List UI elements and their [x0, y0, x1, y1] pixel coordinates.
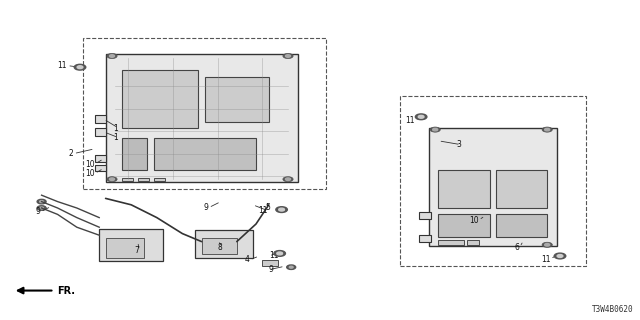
Text: 10: 10 [469, 216, 479, 225]
Text: 11: 11 [405, 116, 415, 124]
Circle shape [419, 116, 424, 118]
FancyBboxPatch shape [429, 128, 557, 246]
Circle shape [545, 128, 550, 131]
Bar [106, 238, 144, 258]
Circle shape [107, 53, 117, 59]
Bar [95, 115, 106, 123]
Bar [262, 260, 278, 266]
Text: 8: 8 [218, 243, 223, 252]
Bar [122, 178, 133, 181]
Text: 9: 9 [35, 207, 40, 216]
FancyBboxPatch shape [106, 54, 298, 182]
Bar [83, 38, 326, 189]
Circle shape [40, 207, 44, 209]
Text: 2: 2 [69, 149, 74, 158]
Circle shape [279, 208, 285, 211]
Text: 1: 1 [114, 124, 118, 132]
Circle shape [285, 55, 291, 57]
Bar [138, 178, 149, 181]
Bar [95, 155, 106, 162]
Text: 5: 5 [266, 203, 271, 212]
Circle shape [40, 201, 44, 203]
Bar [95, 128, 106, 136]
Bar [154, 138, 256, 170]
Bar [95, 165, 106, 171]
Text: 1: 1 [114, 133, 118, 142]
Circle shape [545, 244, 550, 246]
Circle shape [107, 177, 117, 182]
Circle shape [289, 266, 293, 268]
Bar [400, 96, 586, 266]
Text: 4: 4 [244, 255, 250, 264]
Text: 10: 10 [85, 169, 95, 178]
Text: 6: 6 [515, 243, 520, 252]
Circle shape [74, 64, 86, 70]
Bar [438, 240, 464, 245]
Text: 9: 9 [269, 265, 274, 274]
Circle shape [433, 128, 438, 131]
Text: 11: 11 [58, 61, 67, 70]
Circle shape [37, 199, 46, 204]
Circle shape [554, 253, 566, 259]
Circle shape [109, 55, 115, 57]
Circle shape [542, 127, 552, 132]
Circle shape [557, 255, 563, 257]
Circle shape [283, 177, 293, 182]
Text: 3: 3 [456, 140, 461, 149]
Circle shape [77, 66, 83, 69]
Bar [496, 214, 547, 237]
Bar [419, 212, 431, 219]
Circle shape [542, 242, 552, 247]
Circle shape [109, 178, 115, 180]
FancyBboxPatch shape [99, 229, 163, 261]
FancyBboxPatch shape [195, 230, 253, 258]
Bar [467, 240, 479, 245]
Text: FR.: FR. [58, 285, 76, 296]
Bar [496, 170, 547, 208]
Bar [154, 178, 165, 181]
Circle shape [287, 265, 296, 269]
Bar [205, 77, 269, 122]
Circle shape [285, 178, 291, 180]
Bar [202, 238, 237, 254]
Text: 10: 10 [85, 160, 95, 169]
Text: 7: 7 [134, 246, 140, 255]
Text: 11: 11 [269, 252, 278, 260]
Circle shape [276, 207, 287, 212]
Circle shape [277, 252, 283, 255]
Circle shape [283, 53, 293, 59]
Text: 11: 11 [541, 255, 550, 264]
Bar [438, 170, 490, 208]
Text: T3W4B0620: T3W4B0620 [592, 305, 634, 314]
Text: 9: 9 [204, 203, 209, 212]
Bar [122, 70, 198, 128]
Bar [122, 138, 147, 170]
Circle shape [415, 114, 427, 120]
Bar [438, 214, 490, 237]
Circle shape [430, 127, 440, 132]
Bar [419, 235, 431, 242]
Text: 11: 11 [258, 206, 268, 215]
Circle shape [37, 206, 46, 210]
Circle shape [274, 251, 285, 256]
